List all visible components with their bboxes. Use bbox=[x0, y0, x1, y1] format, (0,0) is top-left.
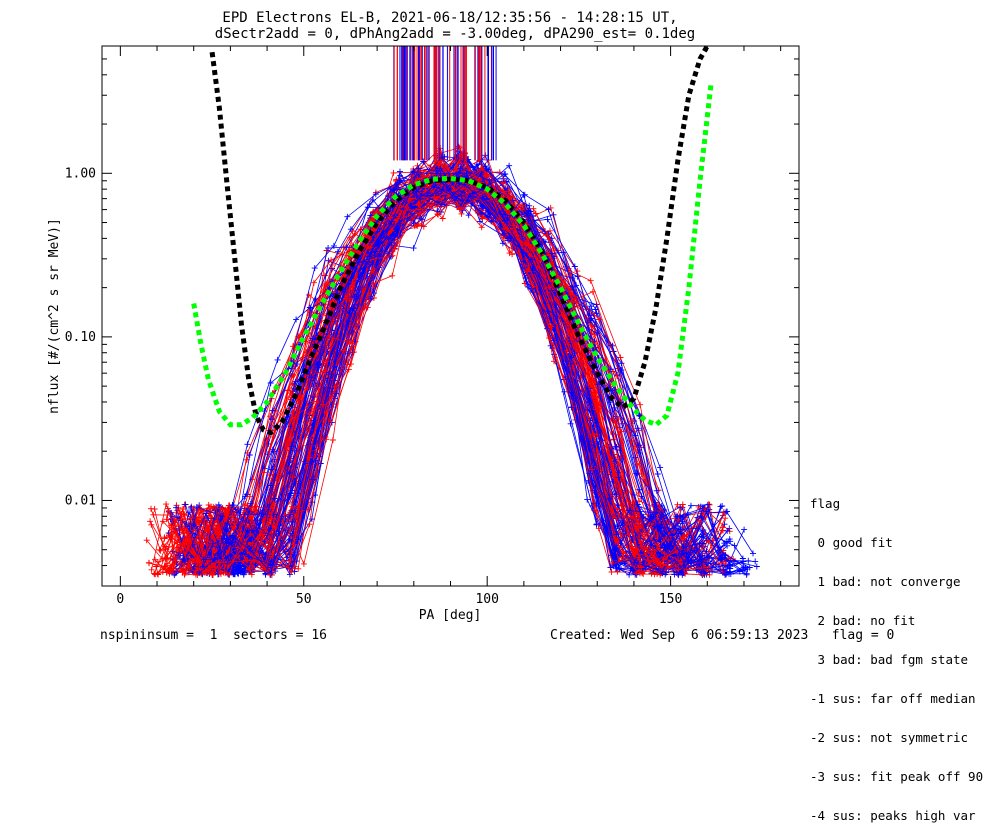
axes: 0 50 100 150 0.01 0.10 1.00 bbox=[65, 45, 799, 607]
legend-item: -1 sus: far off median bbox=[810, 691, 976, 706]
footer-left: nspininsum = 1 sectors = 16 bbox=[100, 628, 327, 643]
pitch-angle-plot: EPD Electrons EL-B, 2021-06-18/12:35:56 … bbox=[47, 10, 800, 623]
legend-item: 2 bad: no fit bbox=[810, 613, 916, 628]
flag-legend: flag 0 good fit 1 bad: not converge 2 ba… bbox=[810, 471, 983, 835]
data-point-markers bbox=[169, 176, 665, 574]
legend-item: 0 good fit bbox=[810, 535, 893, 550]
x-axis-label: PA [deg] bbox=[419, 608, 482, 623]
data-point-markers bbox=[196, 181, 750, 578]
x-tick-label: 150 bbox=[659, 592, 682, 607]
chart-subtitle: dSectr2add = 0, dPhAng2add = -3.00deg, d… bbox=[215, 26, 695, 42]
data-point-markers bbox=[199, 171, 756, 570]
blue-trace bbox=[196, 181, 750, 578]
legend-item: -2 sus: not symmetric bbox=[810, 730, 969, 745]
legend-item: 3 bad: bad fgm state bbox=[810, 652, 969, 667]
y-tick-label: 1.00 bbox=[65, 166, 96, 181]
legend-item: 1 bad: not converge bbox=[810, 574, 961, 589]
red-trace bbox=[178, 164, 729, 578]
data-point-markers bbox=[178, 164, 729, 578]
y-axis-label: nflux [#/(cm^2 s sr MeV)] bbox=[47, 218, 62, 414]
fit-curve-green bbox=[191, 84, 714, 428]
chart-title: EPD Electrons EL-B, 2021-06-18/12:35:56 … bbox=[222, 10, 677, 26]
blue-trace bbox=[175, 158, 752, 574]
x-tick-label: 50 bbox=[296, 592, 312, 607]
legend-title: flag bbox=[810, 496, 841, 511]
data-point-markers bbox=[177, 165, 659, 577]
x-tick-label: 100 bbox=[475, 592, 498, 607]
legend-item: -3 sus: fit peak off 90 bbox=[810, 769, 984, 784]
blue-trace bbox=[199, 171, 756, 570]
red-trace bbox=[169, 176, 665, 574]
x-tick-label: 0 bbox=[116, 592, 124, 607]
fit-curve-black bbox=[209, 46, 710, 436]
blue-trace bbox=[208, 165, 734, 577]
legend-item: -4 sus: peaks high var bbox=[810, 808, 976, 823]
footer-right: Created: Wed Sep 6 06:59:13 2023 flag = … bbox=[550, 628, 895, 643]
red-trace bbox=[177, 165, 659, 577]
trace-group bbox=[143, 46, 760, 578]
y-tick-label: 0.01 bbox=[65, 493, 96, 508]
y-tick-label: 0.10 bbox=[65, 330, 96, 345]
fit-curves bbox=[191, 46, 714, 436]
